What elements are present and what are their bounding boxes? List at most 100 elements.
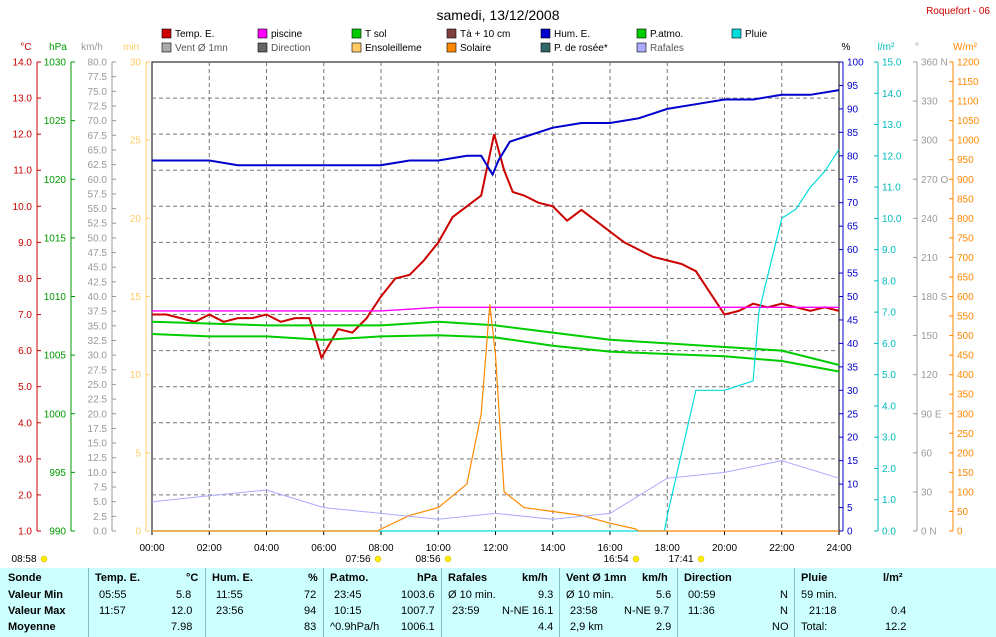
wind-axis-tick: 35.0: [88, 321, 108, 332]
hum-unit: %: [842, 42, 851, 53]
hum-axis-tick: 55: [847, 269, 859, 280]
legend-label: P.atmo.: [650, 29, 683, 40]
sun-icon: [444, 555, 452, 563]
stats-direction-title: Direction: [684, 572, 732, 584]
rain-axis-tick: 11.0: [882, 183, 901, 194]
wind-axis-tick: 37.5: [88, 307, 108, 318]
wind-axis-tick: 65.0: [88, 145, 108, 156]
hum-axis-tick: 80: [847, 151, 859, 162]
stats-col-temp: Temp. E. °C 05:55 5.8 11:57 12.0 7.98: [88, 568, 206, 637]
stats-rain-total-label: Total:: [801, 621, 828, 633]
series-line-hum-e: [152, 89, 840, 177]
wind-axis-tick: 5.0: [93, 497, 107, 508]
temp-axis-tick: 7.0: [18, 310, 32, 321]
stats-panel: Sonde Valeur Min Valeur Max Moyenne Temp…: [0, 568, 996, 637]
legend-label: Solaire: [460, 43, 492, 54]
solar-axis-tick: 1100: [957, 97, 979, 108]
solar-axis-tick: 650: [957, 272, 974, 283]
temp-axis-tick: 13.0: [13, 94, 33, 105]
stats-gusts-max-time: 23:59: [452, 605, 480, 617]
stats-row-avg-label: Moyenne: [8, 621, 56, 633]
wind-unit: km/h: [81, 42, 103, 53]
legend-label: Hum. E.: [554, 29, 590, 40]
solar-axis-tick: 1150: [957, 77, 979, 88]
dir-axis-tick: 330: [921, 97, 938, 108]
series-line-temp-e: [152, 133, 840, 361]
wind-axis-tick: 25.0: [88, 380, 108, 391]
solar-axis-tick: 500: [957, 331, 974, 342]
stats-temp-max-time: 11:57: [99, 605, 126, 617]
stats-wind-title: Vent Ø 1mn: [566, 572, 627, 584]
hum-axis-tick: 95: [847, 81, 859, 92]
temp-axis-tick: 4.0: [18, 418, 32, 429]
series-line-rafales: [151, 460, 840, 520]
min-axis-tick: 10: [130, 370, 142, 381]
rain-axis-tick: 15.0: [882, 58, 902, 69]
sun-mark-label: 08:56: [415, 554, 440, 565]
solar-axis-tick: 800: [957, 214, 974, 225]
stats-col-sonde: Sonde Valeur Min Valeur Max Moyenne: [0, 568, 88, 637]
sun-icon: [40, 555, 48, 563]
temp-axis-tick: 10.0: [13, 202, 33, 213]
x-tick-label: 18:00: [655, 543, 680, 554]
stats-direction-max-time: 11:36: [688, 605, 715, 617]
x-tick-label: 24:00: [826, 543, 851, 554]
temp-axis-tick: 2.0: [18, 490, 32, 501]
stats-rain-max-value: 0.4: [891, 605, 907, 617]
solar-axis-tick: 400: [957, 370, 974, 381]
stats-gusts-title: Rafales: [448, 572, 488, 584]
wind-axis-tick: 20.0: [88, 409, 108, 420]
stats-pressure-avg: 1006.1: [401, 621, 435, 633]
x-tick-label: 10:00: [426, 543, 451, 554]
press-axis-tick: 1020: [44, 175, 67, 186]
stats-direction-min-time: 00:59: [688, 589, 716, 601]
wind-axis-tick: 40.0: [88, 292, 108, 303]
stats-hum-unit: %: [308, 572, 318, 584]
dir-axis-tick: 180 S: [921, 292, 947, 303]
rain-axis-tick: 13.0: [882, 120, 902, 131]
hum-axis-tick: 50: [847, 292, 859, 303]
series-line-p-atmo: [151, 333, 840, 373]
stats-col-wind: Vent Ø 1mn km/h Ø 10 min. 5.6 23:58 N-NE…: [559, 568, 678, 637]
legend-label: Pluie: [745, 29, 768, 40]
sun-mark-label: 17:41: [668, 554, 693, 565]
rain-axis-tick: 12.0: [882, 151, 902, 162]
rain-axis-tick: 14.0: [882, 89, 902, 100]
hum-axis-tick: 40: [847, 339, 859, 350]
wind-axis-tick: 60.0: [88, 175, 108, 186]
solar-axis-tick: 850: [957, 194, 974, 205]
rain-axis-tick: 9.0: [882, 245, 896, 256]
temp-unit: °C: [20, 42, 31, 53]
temp-axis-tick: 3.0: [18, 454, 32, 465]
hum-axis-tick: 100: [847, 58, 864, 69]
weather-chart: samedi, 13/12/2008 Roquefort - 06 Temp. E.…: [11, 6, 990, 565]
wind-axis-tick: 0.0: [93, 527, 107, 538]
legend-label: Rafales: [650, 43, 684, 54]
x-tick-label: 20:00: [712, 543, 737, 554]
wind-axis-tick: 52.5: [88, 219, 108, 230]
stats-hum-avg: 83: [304, 621, 317, 633]
press-axis-tick: 1010: [44, 292, 67, 303]
solar-axis-tick: 100: [957, 487, 974, 498]
stats-wind-unit: km/h: [642, 572, 668, 584]
wind-axis-tick: 2.5: [93, 512, 107, 523]
stats-rain-max-time: 21:18: [809, 605, 837, 617]
legend-label: Vent Ø 1mn: [175, 43, 228, 54]
stats-row-max-label: Valeur Max: [8, 605, 66, 617]
rain-axis-tick: 0.0: [882, 527, 896, 538]
wind-axis-tick: 15.0: [88, 439, 108, 450]
dir-axis-tick: 150: [921, 331, 938, 342]
chart-title: samedi, 13/12/2008: [437, 7, 560, 23]
legend-swatch: [446, 28, 457, 39]
legend-swatch: [351, 28, 362, 39]
dir-axis-tick: 300: [921, 136, 938, 147]
solar-axis-tick: 550: [957, 312, 974, 323]
rain-axis-tick: 8.0: [882, 276, 896, 287]
dir-unit: °: [915, 42, 919, 53]
sun-mark-label: 16:54: [603, 554, 628, 565]
hum-axis-tick: 90: [847, 104, 859, 115]
stats-pressure-unit: hPa: [417, 572, 438, 584]
legend-swatch: [257, 28, 268, 39]
rain-axis-tick: 4.0: [882, 401, 896, 412]
wind-axis-tick: 32.5: [88, 336, 108, 347]
